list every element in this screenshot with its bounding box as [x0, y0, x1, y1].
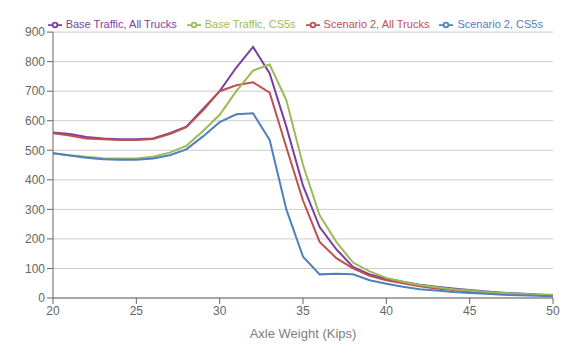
- svg-text:Axle Weight (Kips): Axle Weight (Kips): [250, 326, 357, 341]
- svg-text:25: 25: [130, 304, 144, 318]
- svg-text:900: 900: [25, 25, 45, 39]
- svg-text:45: 45: [463, 304, 477, 318]
- html-text:Base Traffic, CS5s: Base Traffic, CS5s: [204, 18, 296, 30]
- svg-text:0: 0: [38, 291, 45, 305]
- svg-text:400: 400: [25, 173, 45, 187]
- svg-text:600: 600: [25, 114, 45, 128]
- html-text:Base Traffic, All Trucks: Base Traffic, All Trucks: [65, 18, 177, 30]
- svg-text:40: 40: [380, 304, 394, 318]
- svg-text:300: 300: [25, 203, 45, 217]
- svg-text:20: 20: [46, 304, 60, 318]
- svg-text:700: 700: [25, 84, 45, 98]
- html-text:Scenario 2, CS5s: Scenario 2, CS5s: [457, 18, 543, 30]
- svg-text:50: 50: [546, 304, 560, 318]
- svg-text:200: 200: [25, 232, 45, 246]
- svg-text:30: 30: [213, 304, 227, 318]
- svg-text:800: 800: [25, 55, 45, 69]
- svg-text:500: 500: [25, 144, 45, 158]
- html-text:Scenario 2, All Trucks: Scenario 2, All Trucks: [323, 18, 430, 30]
- svg-text:100: 100: [25, 262, 45, 276]
- svg-text:35: 35: [296, 304, 310, 318]
